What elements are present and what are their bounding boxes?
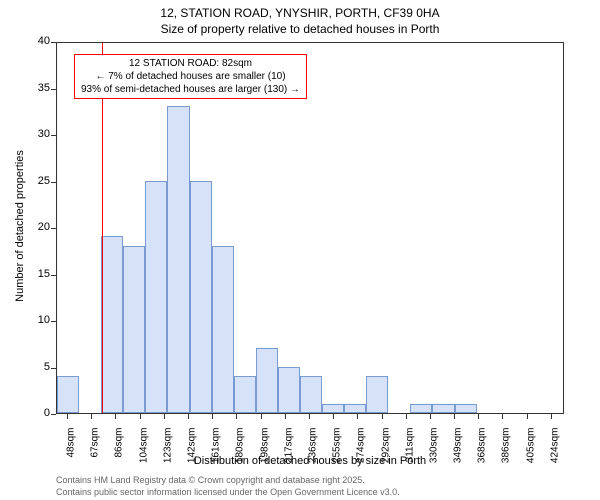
histogram-bar: [410, 404, 432, 413]
histogram-bar: [432, 404, 454, 413]
y-tick-label: 10: [26, 314, 50, 326]
x-tick-label: 142sqm: [186, 428, 197, 478]
y-tick-label: 15: [26, 268, 50, 280]
histogram-bar: [366, 376, 388, 413]
x-tick-label: 180sqm: [235, 428, 246, 478]
y-tick: [51, 135, 56, 136]
histogram-bar: [212, 246, 234, 413]
x-tick: [212, 414, 213, 419]
x-tick-label: 161sqm: [211, 428, 222, 478]
x-tick: [382, 414, 383, 419]
x-tick-label: 104sqm: [138, 428, 149, 478]
x-tick: [333, 414, 334, 419]
histogram-bar: [234, 376, 256, 413]
x-tick: [188, 414, 189, 419]
title-line-1: 12, STATION ROAD, YNYSHIR, PORTH, CF39 0…: [0, 6, 600, 22]
y-tick-label: 40: [26, 35, 50, 47]
x-tick: [261, 414, 262, 419]
x-tick: [527, 414, 528, 419]
histogram-bar: [256, 348, 278, 413]
chart-title: 12, STATION ROAD, YNYSHIR, PORTH, CF39 0…: [0, 0, 600, 37]
y-tick: [51, 42, 56, 43]
histogram-bar: [344, 404, 366, 413]
x-tick: [454, 414, 455, 419]
histogram-bar: [455, 404, 477, 413]
footer-line-1: Contains HM Land Registry data © Crown c…: [56, 475, 400, 487]
x-tick-label: 424sqm: [549, 428, 560, 478]
x-tick: [357, 414, 358, 419]
annotation-line-3: 93% of semi-detached houses are larger (…: [81, 83, 300, 96]
x-tick: [67, 414, 68, 419]
x-tick-label: 236sqm: [307, 428, 318, 478]
x-tick: [164, 414, 165, 419]
title-line-2: Size of property relative to detached ho…: [0, 22, 600, 38]
x-tick: [502, 414, 503, 419]
y-tick: [51, 182, 56, 183]
y-tick: [51, 228, 56, 229]
x-tick: [430, 414, 431, 419]
x-tick: [406, 414, 407, 419]
x-tick-label: 48sqm: [66, 428, 77, 478]
x-tick-label: 368sqm: [477, 428, 488, 478]
y-tick: [51, 414, 56, 415]
footer-line-2: Contains public sector information licen…: [56, 487, 400, 499]
x-tick-label: 123sqm: [162, 428, 173, 478]
x-tick-label: 198sqm: [259, 428, 270, 478]
x-tick: [309, 414, 310, 419]
x-tick-label: 349sqm: [453, 428, 464, 478]
x-tick-label: 292sqm: [380, 428, 391, 478]
x-tick-label: 86sqm: [114, 428, 125, 478]
histogram-bar: [300, 376, 322, 413]
x-tick-label: 386sqm: [501, 428, 512, 478]
histogram-bar: [57, 376, 79, 413]
x-tick: [140, 414, 141, 419]
y-tick-label: 25: [26, 175, 50, 187]
x-tick: [551, 414, 552, 419]
footer: Contains HM Land Registry data © Crown c…: [56, 475, 400, 498]
y-tick: [51, 368, 56, 369]
x-tick-label: 274sqm: [356, 428, 367, 478]
annotation-line-1: 12 STATION ROAD: 82sqm: [81, 57, 300, 70]
x-tick: [115, 414, 116, 419]
y-tick-label: 30: [26, 128, 50, 140]
x-tick-label: 67sqm: [90, 428, 101, 478]
annotation-box: 12 STATION ROAD: 82sqm← 7% of detached h…: [74, 54, 307, 99]
histogram-bar: [145, 181, 167, 414]
histogram-bar: [167, 106, 189, 413]
x-tick: [91, 414, 92, 419]
y-tick: [51, 89, 56, 90]
x-tick-label: 255sqm: [332, 428, 343, 478]
x-tick-label: 217sqm: [283, 428, 294, 478]
histogram-bar: [123, 246, 145, 413]
histogram-bar: [101, 236, 123, 413]
y-tick: [51, 275, 56, 276]
y-tick-label: 0: [26, 407, 50, 419]
y-tick-label: 5: [26, 361, 50, 373]
x-tick: [285, 414, 286, 419]
y-tick-label: 35: [26, 82, 50, 94]
annotation-line-2: ← 7% of detached houses are smaller (10): [81, 70, 300, 83]
histogram-bar: [278, 367, 300, 414]
y-tick-label: 20: [26, 221, 50, 233]
x-tick: [478, 414, 479, 419]
x-tick-label: 330sqm: [428, 428, 439, 478]
histogram-bar: [322, 404, 344, 413]
histogram-bar: [190, 181, 212, 414]
x-tick-label: 405sqm: [525, 428, 536, 478]
y-axis-label: Number of detached properties: [14, 126, 26, 326]
x-tick-label: 311sqm: [404, 428, 415, 478]
x-tick: [236, 414, 237, 419]
y-tick: [51, 321, 56, 322]
